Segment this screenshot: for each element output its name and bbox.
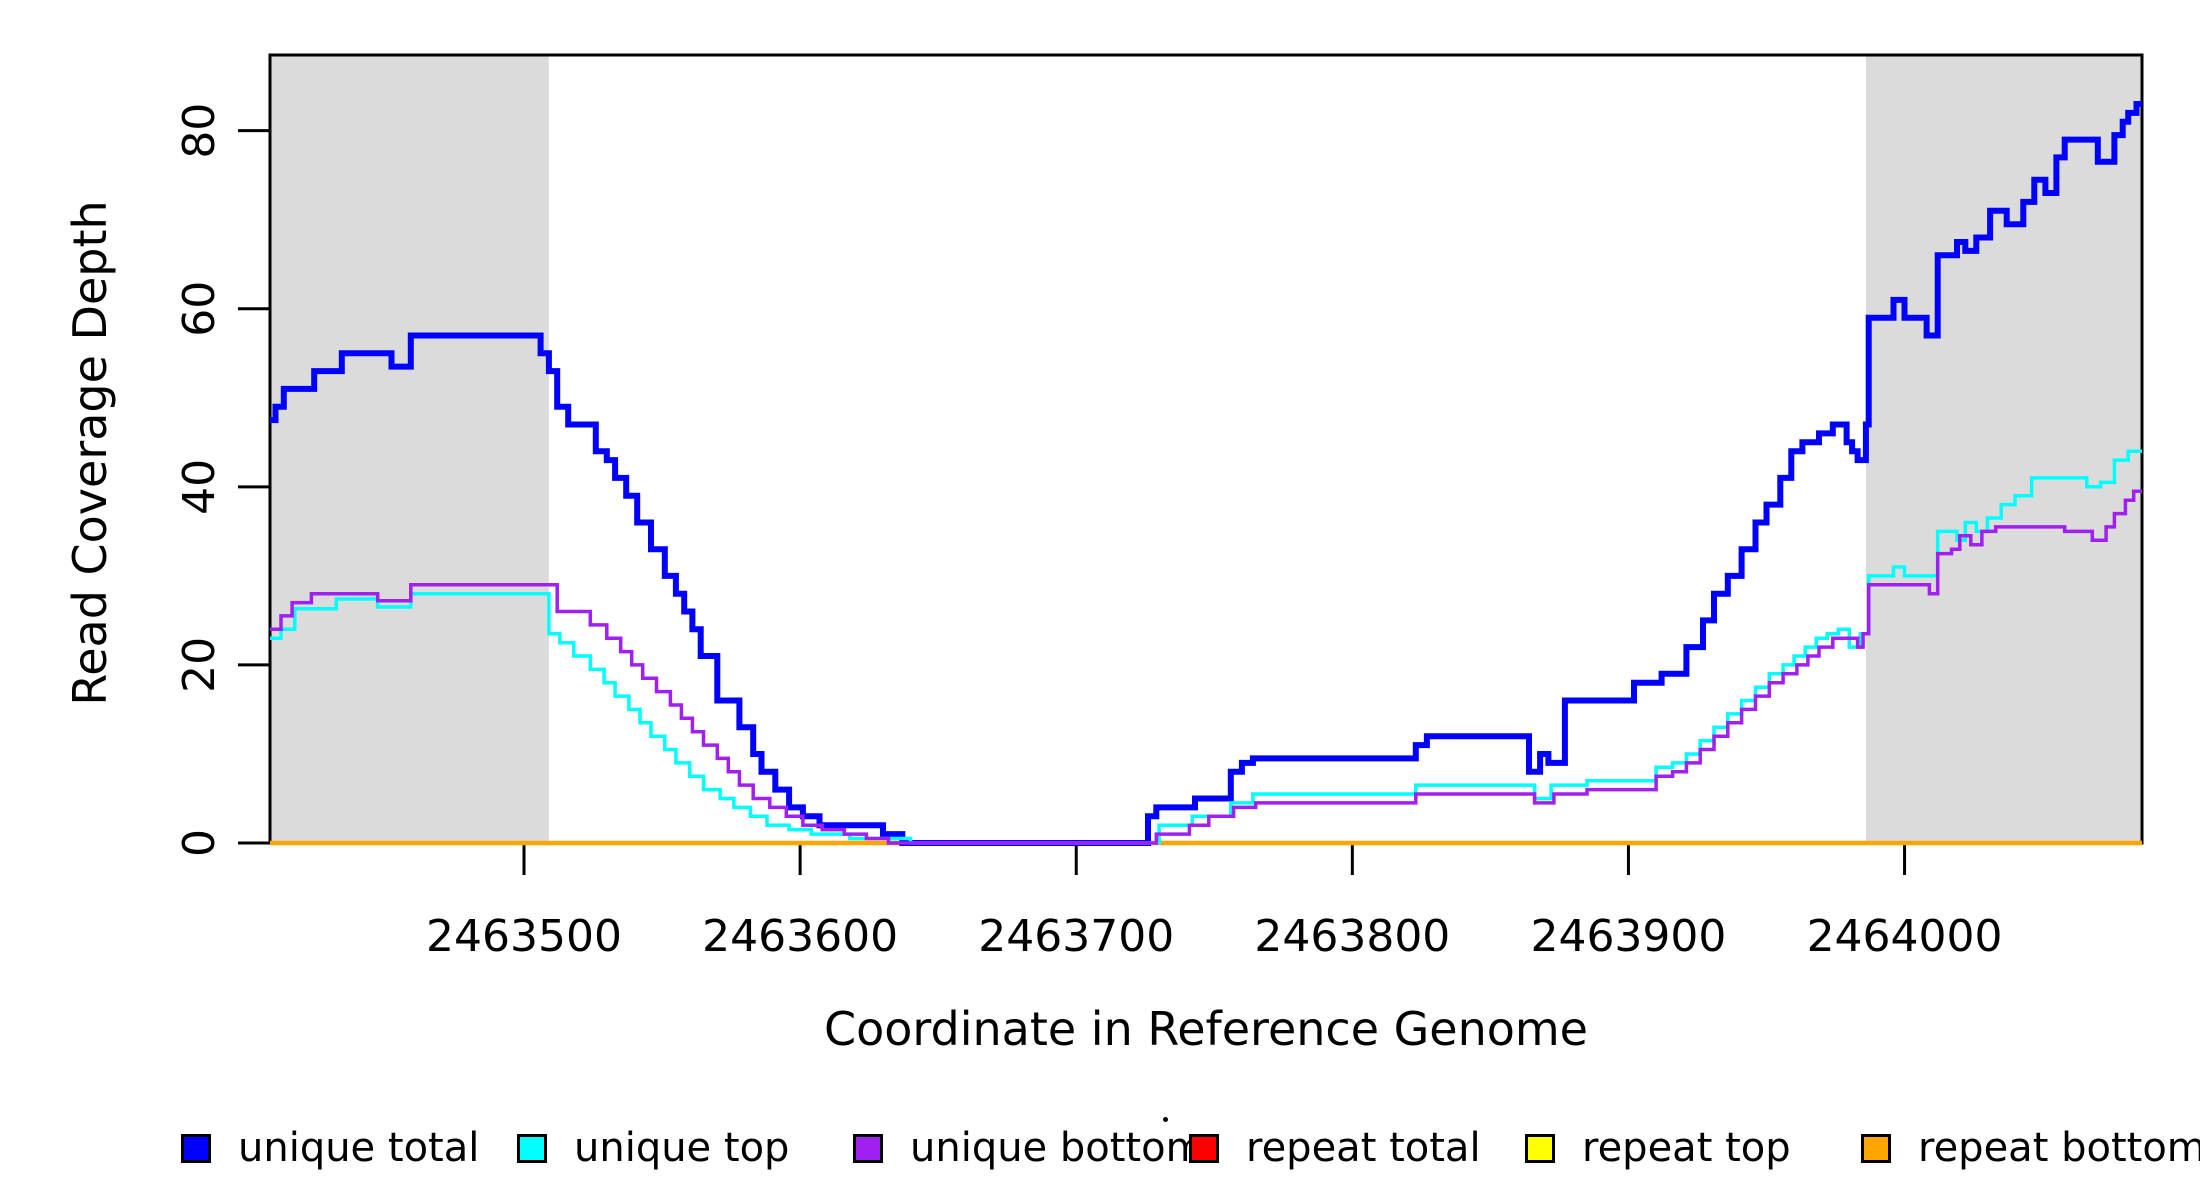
legend-item-unique-bottom: unique bottom	[853, 1128, 1205, 1168]
legend-swatch-icon	[853, 1133, 883, 1163]
x-tick-label: 2463900	[1530, 911, 1726, 962]
legend-swatch-icon	[1525, 1133, 1555, 1163]
x-tick-label: 2464000	[1807, 911, 2003, 962]
legend-label: unique bottom	[910, 1125, 1205, 1171]
legend-swatch-icon	[1861, 1133, 1891, 1163]
legend-item-repeat-top: repeat top	[1525, 1128, 1791, 1168]
legend-artifact-dot	[1163, 1117, 1168, 1122]
series-unique-bottom	[270, 489, 2142, 845]
y-tick-label: 80	[174, 103, 225, 159]
legend-label: repeat total	[1246, 1125, 1481, 1171]
plot-border	[268, 53, 2144, 845]
legend-item-repeat-total: repeat total	[1189, 1128, 1481, 1168]
y-tick-label: 60	[174, 281, 225, 337]
series-unique-total	[270, 101, 2142, 846]
legend-label: repeat top	[1582, 1125, 1791, 1171]
legend-swatch-icon	[181, 1133, 211, 1163]
y-tick-label: 0	[174, 829, 225, 857]
legend-swatch-icon	[1189, 1133, 1219, 1163]
legend-label: repeat bottom	[1918, 1125, 2200, 1171]
x-tick-label: 2463800	[1254, 911, 1450, 962]
x-tick-label: 2463700	[978, 911, 1174, 962]
y-tick-label: 20	[174, 637, 225, 693]
shaded-region	[270, 55, 549, 843]
legend-item-unique-top: unique top	[517, 1128, 789, 1168]
y-tick-label: 40	[174, 459, 225, 515]
legend-label: unique total	[238, 1125, 480, 1171]
legend-item-repeat-bottom: repeat bottom	[1861, 1128, 2200, 1168]
shaded-region	[1865, 55, 2142, 843]
legend-label: unique top	[574, 1125, 790, 1171]
legend-item-unique-total: unique total	[181, 1128, 479, 1168]
x-tick-label: 2463500	[426, 911, 622, 962]
legend-swatch-icon	[517, 1133, 547, 1163]
x-axis-title: Coordinate in Reference Genome	[824, 1002, 1588, 1056]
y-axis-title: Read Coverage Depth	[63, 200, 117, 706]
x-tick-label: 2463600	[702, 911, 898, 962]
series-unique-top	[270, 449, 2142, 845]
